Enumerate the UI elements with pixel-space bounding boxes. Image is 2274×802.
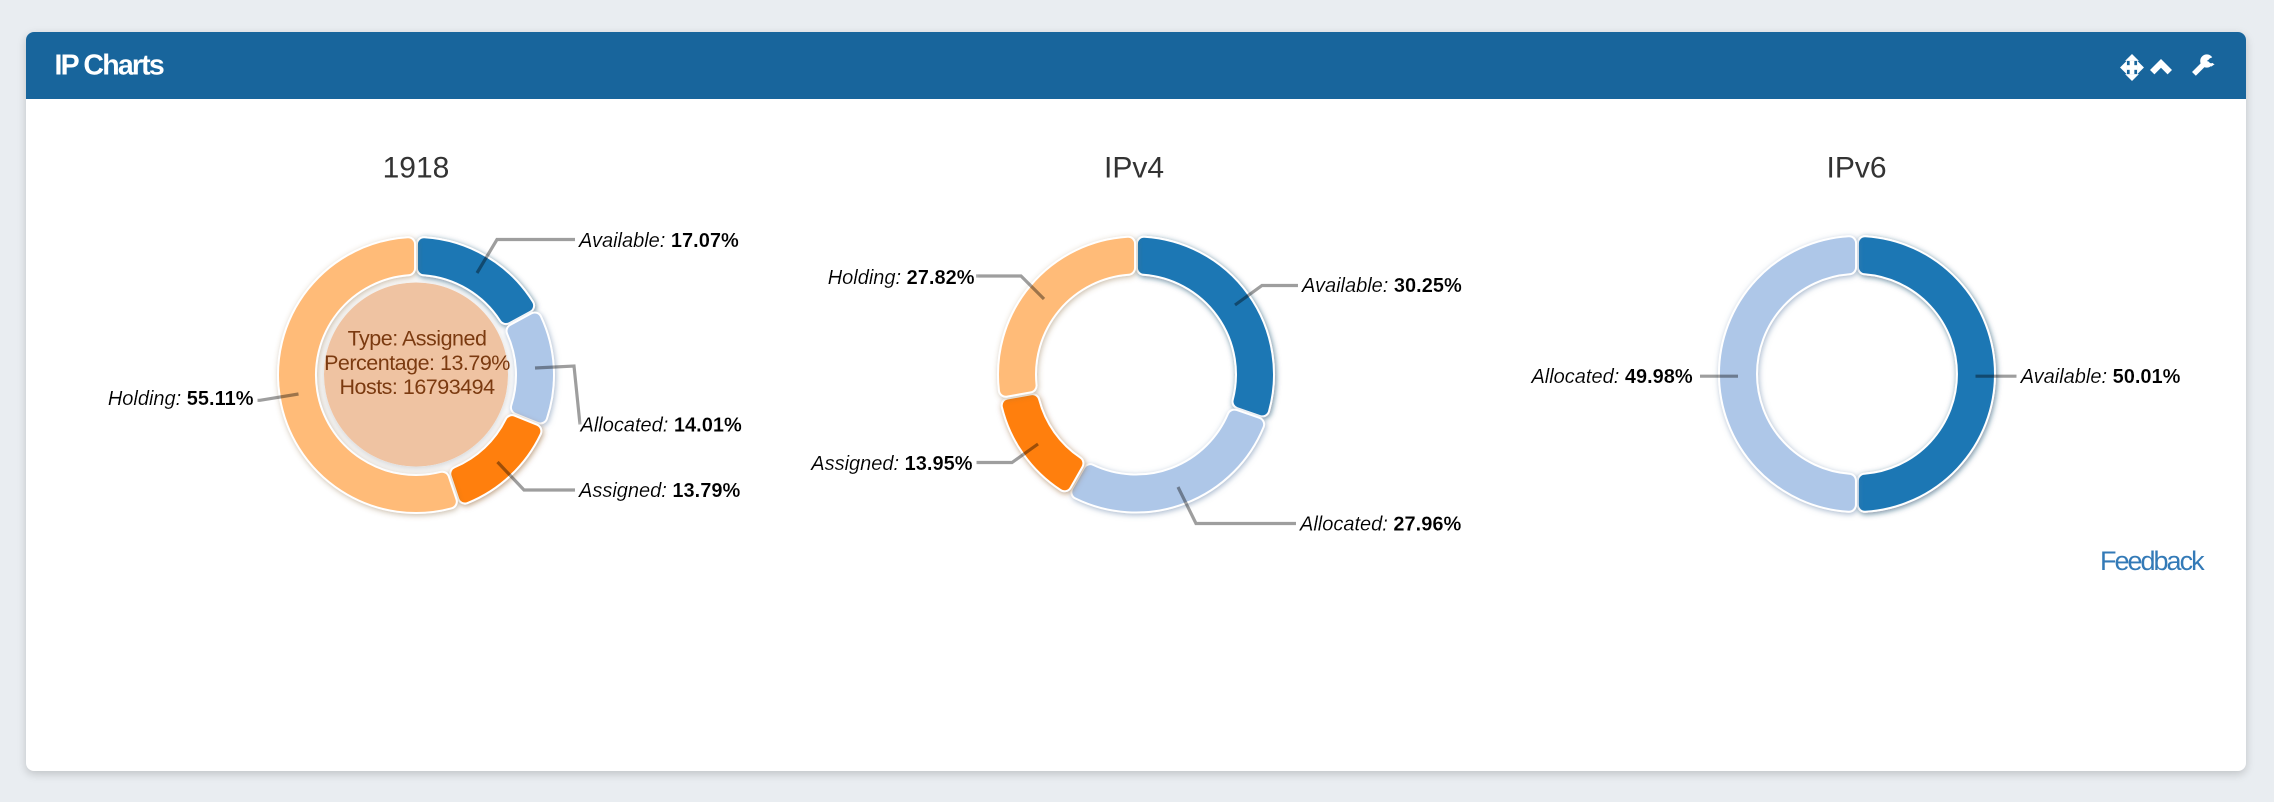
svg-text:Hosts: 16793494: Hosts: 16793494 <box>339 375 495 399</box>
svg-text:IP Charts: IP Charts <box>55 50 164 82</box>
svg-text:Allocated: 27.96%: Allocated: 27.96% <box>1299 514 1461 536</box>
svg-text:Available: 17.07%: Available: 17.07% <box>578 230 739 252</box>
svg-text:Type: Assigned: Type: Assigned <box>348 327 487 351</box>
svg-text:Allocated: 14.01%: Allocated: 14.01% <box>580 415 742 437</box>
svg-text:IPv6: IPv6 <box>1826 152 1886 185</box>
svg-text:Feedback: Feedback <box>2100 546 2205 576</box>
svg-text:Holding: 55.11%: Holding: 55.11% <box>108 388 254 410</box>
svg-text:Assigned: 13.79%: Assigned: 13.79% <box>578 480 740 502</box>
svg-text:Available: 50.01%: Available: 50.01% <box>2020 366 2181 388</box>
svg-text:1918: 1918 <box>383 152 450 185</box>
svg-text:Allocated: 49.98%: Allocated: 49.98% <box>1530 366 1692 388</box>
svg-text:Holding: 27.82%: Holding: 27.82% <box>828 267 975 289</box>
svg-text:IPv4: IPv4 <box>1104 152 1164 185</box>
svg-text:Available: 30.25%: Available: 30.25% <box>1301 275 1462 297</box>
svg-text:Percentage: 13.79%: Percentage: 13.79% <box>324 351 510 375</box>
svg-text:Assigned: 13.95%: Assigned: 13.95% <box>810 453 972 475</box>
